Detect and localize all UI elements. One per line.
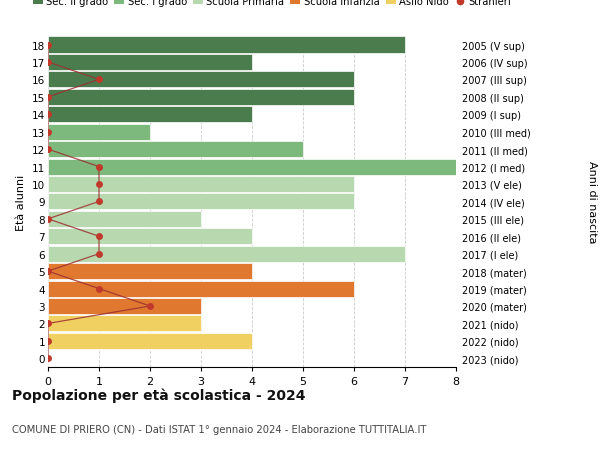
Bar xyxy=(48,333,252,349)
Bar xyxy=(48,55,252,71)
Bar xyxy=(48,38,405,53)
Bar xyxy=(48,124,150,140)
Text: Popolazione per età scolastica - 2024: Popolazione per età scolastica - 2024 xyxy=(12,388,305,403)
Bar xyxy=(48,263,252,280)
Bar xyxy=(48,142,303,158)
Bar xyxy=(48,159,456,175)
Legend: Sec. II grado, Sec. I grado, Scuola Primaria, Scuola Infanzia, Asilo Nido, Stran: Sec. II grado, Sec. I grado, Scuola Prim… xyxy=(32,0,511,7)
Bar xyxy=(48,177,354,193)
Bar xyxy=(48,211,201,227)
Bar xyxy=(48,107,252,123)
Bar xyxy=(48,194,354,210)
Bar xyxy=(48,229,252,245)
Bar xyxy=(48,298,201,314)
Bar xyxy=(48,90,354,106)
Text: COMUNE DI PRIERO (CN) - Dati ISTAT 1° gennaio 2024 - Elaborazione TUTTITALIA.IT: COMUNE DI PRIERO (CN) - Dati ISTAT 1° ge… xyxy=(12,425,427,435)
Bar xyxy=(48,316,201,332)
Bar xyxy=(48,281,354,297)
Y-axis label: Età alunni: Età alunni xyxy=(16,174,26,230)
Bar xyxy=(48,72,354,88)
Bar xyxy=(48,246,405,262)
Text: Anni di nascita: Anni di nascita xyxy=(587,161,597,243)
